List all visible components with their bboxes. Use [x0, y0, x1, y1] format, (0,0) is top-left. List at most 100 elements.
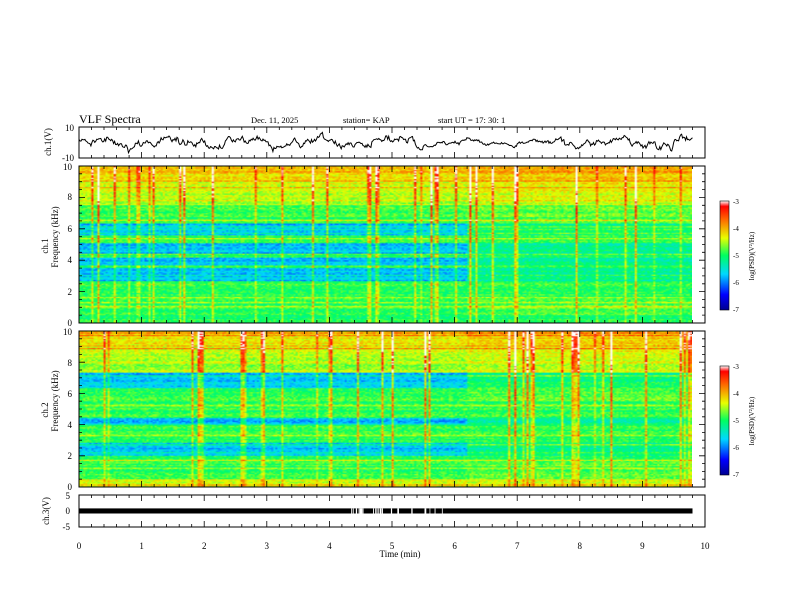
ch3-pulse-gap	[362, 508, 364, 514]
xtick-4: 4	[327, 541, 332, 551]
ch3-pulse-gap	[397, 508, 399, 514]
xtick-3: 3	[265, 541, 270, 551]
xtick-2: 2	[202, 541, 207, 551]
xtick-10: 10	[701, 541, 711, 551]
x-tick-marks	[78, 127, 706, 158]
xtick-9: 9	[640, 541, 645, 551]
ch3-pulse-gap	[377, 508, 379, 514]
ch1-xticks	[78, 127, 706, 158]
ch1-freq-ticks: 0 2 4 6 8 10	[63, 162, 73, 328]
xtick-1: 1	[139, 541, 144, 551]
ch3-pulse-gap	[441, 508, 443, 514]
ch1-ytick-bottom: -10	[62, 153, 74, 163]
ch2-cb-tick-m3: -3	[733, 363, 739, 371]
ch1-spectrogram-panel: 0 2 4 6 8 10 ch.1 Frequency (kHz) -3 -4 …	[40, 162, 756, 328]
ch3-pulse-gap	[351, 508, 353, 514]
xtick-0: 0	[77, 541, 82, 551]
ch2-cb-tick-m7: -7	[733, 471, 739, 479]
ch1-ytick-4: 4	[68, 255, 73, 265]
xtick-8: 8	[578, 541, 583, 551]
ch2-ytick-marks	[79, 330, 705, 488]
xtick-5: 5	[390, 541, 395, 551]
ch1-ylabel: ch.1(V)	[43, 128, 53, 156]
ch3-waveform-panel: 5 0 -5 ch.3(V)	[41, 491, 706, 532]
ch1-waveform-panel: 10 -10 ch.1(V)	[43, 123, 706, 163]
ch3-ytick-m5: -5	[63, 522, 71, 532]
ch2-ytick-8: 8	[68, 358, 73, 368]
ch1-ytick-0: 0	[68, 318, 73, 328]
ch3-pulse-gap	[424, 508, 427, 514]
ch1-colorbar: -3 -4 -5 -6 -7 log(PSD)(V²/Hz)	[719, 198, 756, 314]
time-axis-label: Time (min)	[380, 549, 421, 559]
time-axis: 0 1 2 3 4 5 6 7 8 9 10 Time (min)	[77, 541, 710, 559]
ch3-ytick-0: 0	[66, 506, 71, 516]
x-tick-marks	[78, 331, 706, 487]
ch2-freq-axis-label: Frequency (kHz)	[50, 370, 60, 431]
ch3-pulse-gap	[390, 508, 393, 514]
ch1-ytick-6: 6	[68, 224, 73, 234]
ch2-ytick-0: 0	[68, 482, 73, 492]
ch2-spec-xticks	[78, 331, 706, 487]
ch2-ytick-2: 2	[68, 451, 73, 461]
ch3-pulse-gap	[382, 508, 383, 514]
ch1-cb-tick-m5: -5	[733, 252, 739, 260]
ch2-spectrogram-panel: 0 2 4 6 8 10 ch.2 Frequency (kHz) -3 -4 …	[40, 327, 756, 492]
ch3-pulse-gap	[429, 508, 431, 514]
ch1-cb-tick-m3: -3	[733, 198, 739, 206]
freq-tick-marks	[79, 165, 705, 324]
ch2-ytick-10: 10	[63, 327, 73, 337]
ch2-colorbar-gradient	[719, 365, 730, 476]
ch3-pulse-gap	[434, 508, 436, 514]
x-tick-marks	[78, 166, 706, 323]
ch3-ytick-5: 5	[66, 491, 71, 501]
ch1-ytick-2: 2	[68, 287, 73, 297]
freq-tick-marks	[79, 330, 705, 488]
ch1-colorbar-label: log(PSD)(V²/Hz)	[748, 231, 756, 280]
ch3-ylabel: ch.3(V)	[41, 497, 51, 525]
xtick-6: 6	[452, 541, 457, 551]
ch2-freq-ticks: 0 2 4 6 8 10	[63, 327, 73, 492]
ch1-ytick-marks	[79, 165, 705, 324]
ch1-colorbar-gradient	[719, 200, 730, 311]
date-label: Dec. 11, 2025	[251, 115, 298, 125]
ch1-spectrogram-image	[79, 166, 692, 323]
ch1-cb-tick-m6: -6	[733, 279, 739, 287]
ch2-spectrogram-title: ch.2	[40, 402, 50, 417]
ch3-pulse-gap	[359, 508, 362, 514]
ch2-cb-tick-m6: -6	[733, 444, 739, 452]
start-time-label: start UT = 17: 30: 1	[438, 115, 505, 125]
ch2-colorbar-label: log(PSD)(V²/Hz)	[748, 396, 756, 445]
ch1-freq-axis-label: Frequency (kHz)	[50, 206, 60, 267]
ch3-pulse-gap	[358, 508, 360, 514]
ch1-ytick-10: 10	[63, 162, 73, 172]
ch1-cb-tick-m7: -7	[733, 306, 739, 314]
ch2-ytick-6: 6	[68, 389, 73, 399]
ch3-xticks	[78, 495, 706, 527]
ch3-pulse-block	[79, 508, 693, 514]
ch1-ytick-top: 10	[65, 123, 75, 133]
ch2-ytick-4: 4	[68, 420, 73, 430]
ch2-colorbar: -3 -4 -5 -6 -7 log(PSD)(V²/Hz)	[719, 363, 756, 479]
ch3-pulse-gap	[379, 508, 381, 514]
figure-title: VLF Spectra	[79, 112, 141, 126]
ch3-pulse-gap	[373, 508, 374, 514]
xtick-7: 7	[515, 541, 520, 551]
ch2-cb-tick-m5: -5	[733, 417, 739, 425]
ch2-cb-tick-m4: -4	[733, 390, 739, 398]
ch3-pulse-gap	[375, 508, 377, 514]
ch3-pulse-gap	[411, 508, 413, 514]
x-tick-marks	[78, 495, 706, 527]
ch1-ytick-8: 8	[68, 192, 73, 202]
ch1-waveform-line	[78, 131, 693, 155]
ch3-pulse-gap	[353, 508, 354, 514]
station-label: station= KAP	[343, 115, 390, 125]
ch3-pulse-gap	[361, 508, 363, 514]
ch3-pulse-gap	[355, 508, 358, 514]
ch3-pulse-train	[79, 508, 693, 514]
ch2-spectrogram-image	[79, 331, 692, 487]
ch1-spec-xticks	[78, 166, 706, 323]
ch1-spectrogram-title: ch.1	[40, 238, 50, 253]
ch1-cb-tick-m4: -4	[733, 225, 739, 233]
ch3-pulse-gap	[381, 508, 383, 514]
